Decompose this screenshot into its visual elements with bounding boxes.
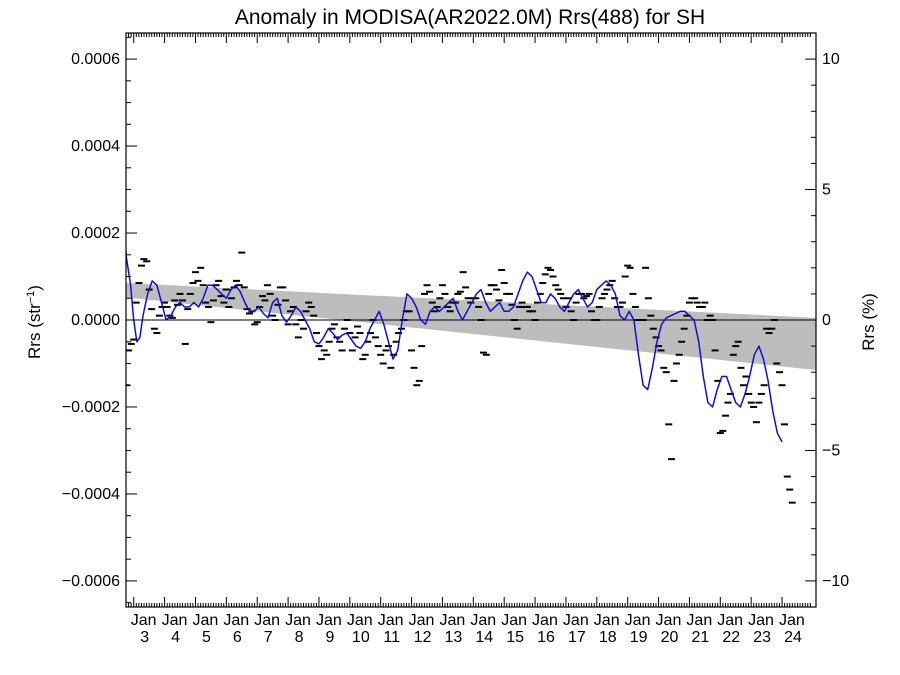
y-tick-label-left: −0.0002 [62, 399, 120, 416]
y-axis-label-left-text: Rrs (str [25, 303, 44, 359]
x-tick-year-label: 23 [753, 629, 771, 646]
x-tick-month-label: Jan [779, 612, 805, 629]
monthly-points [126, 251, 796, 504]
x-tick-year-label: 7 [264, 629, 273, 646]
x-tick-year-label: 24 [784, 629, 802, 646]
x-tick-month-label: Jan [162, 612, 188, 629]
plot-inner [126, 251, 816, 504]
x-tick-month-label: Jan [532, 612, 558, 629]
x-tick-month-label: Jan [223, 612, 249, 629]
y-axis-label-left-close: ) [25, 285, 44, 291]
x-axis: Jan3Jan4Jan5Jan6Jan7Jan8Jan9Jan10Jan11Ja… [125, 33, 811, 646]
x-tick-month-label: Jan [439, 612, 465, 629]
x-tick-year-label: 21 [692, 629, 710, 646]
x-tick-month-label: Jan [686, 612, 712, 629]
x-tick-month-label: Jan [192, 612, 218, 629]
x-tick-month-label: Jan [316, 612, 342, 629]
x-tick-year-label: 15 [506, 629, 524, 646]
x-tick-month-label: Jan [501, 612, 527, 629]
x-tick-month-label: Jan [563, 612, 589, 629]
y-tick-label-right: −10 [822, 573, 849, 590]
plot-area: −0.0006 −0.0004 −0.0002 0.0000 0.0002 0.0004 0… [62, 32, 849, 646]
trend-band [126, 283, 816, 371]
x-tick-year-label: 22 [722, 629, 740, 646]
y-tick-label-left: 0.0002 [71, 225, 120, 242]
y-axis-right: −10 −5 0 5 10 [805, 32, 849, 608]
x-tick-month-label: Jan [625, 612, 651, 629]
x-tick-year-label: 6 [233, 629, 242, 646]
y-tick-label-right: −5 [822, 442, 840, 459]
x-tick-month-label: Jan [409, 612, 435, 629]
x-tick-year-label: 5 [202, 629, 211, 646]
y-axis-label-left-exponent: −1 [25, 291, 37, 304]
y-tick-label-left: 0.0000 [71, 312, 120, 329]
x-tick-month-label: Jan [717, 612, 743, 629]
y-axis-label-right: Rrs (%) [859, 293, 878, 351]
x-tick-month-label: Jan [594, 612, 620, 629]
y-tick-label-left: −0.0004 [62, 486, 120, 503]
y-tick-label-right: 0 [822, 312, 831, 329]
y-axis-label-left: Rrs (str−1) [25, 285, 44, 359]
x-tick-month-label: Jan [656, 612, 682, 629]
y-tick-label-left: 0.0006 [71, 51, 120, 68]
x-tick-year-label: 20 [661, 629, 679, 646]
x-tick-month-label: Jan [378, 612, 404, 629]
x-tick-month-label: Jan [285, 612, 311, 629]
x-tick-year-label: 9 [325, 629, 334, 646]
y-tick-label-right: 5 [822, 182, 831, 199]
y-tick-label-left: −0.0006 [62, 573, 120, 590]
x-tick-year-label: 18 [599, 629, 617, 646]
x-tick-year-label: 3 [140, 629, 149, 646]
x-tick-year-label: 11 [383, 629, 400, 646]
x-tick-year-label: 10 [352, 629, 370, 646]
x-tick-year-label: 8 [295, 629, 304, 646]
x-tick-month-label: Jan [470, 612, 496, 629]
x-tick-year-label: 13 [445, 629, 463, 646]
x-tick-year-label: 16 [537, 629, 555, 646]
x-tick-year-label: 14 [475, 629, 493, 646]
x-tick-month-label: Jan [131, 612, 157, 629]
x-tick-year-label: 4 [171, 629, 180, 646]
x-tick-month-label: Jan [347, 612, 373, 629]
x-tick-month-label: Jan [748, 612, 774, 629]
chart-title: Anomaly in MODISA(AR2022.0M) Rrs(488) fo… [235, 6, 705, 29]
y-tick-label-left: 0.0004 [71, 138, 120, 155]
y-tick-label-right: 10 [822, 51, 840, 68]
x-tick-year-label: 19 [630, 629, 648, 646]
x-tick-month-label: Jan [254, 612, 280, 629]
x-tick-year-label: 12 [414, 629, 432, 646]
x-tick-year-label: 17 [568, 629, 586, 646]
y-axis-left: −0.0006 −0.0004 −0.0002 0.0000 0.0002 0.0004 0… [62, 36, 137, 604]
smoothed-series-line [126, 254, 783, 443]
